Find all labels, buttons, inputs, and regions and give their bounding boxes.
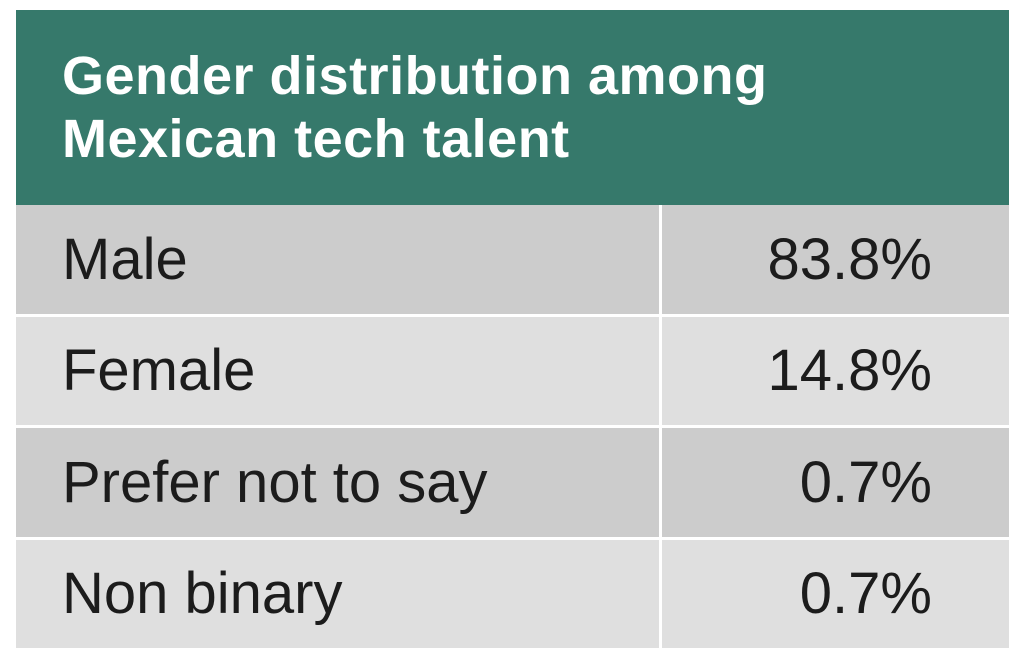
card-header: Gender distribution among Mexican tech t… xyxy=(16,10,1009,205)
row-value: 0.7% xyxy=(659,539,1009,648)
row-value: 14.8% xyxy=(659,316,1009,425)
table-row-prefer-not-to-say: Prefer not to say 0.7% xyxy=(16,428,1009,537)
card-title-line-1: Gender distribution among xyxy=(62,45,768,106)
card-title-line-2: Mexican tech talent xyxy=(62,108,570,169)
row-value: 83.8% xyxy=(659,205,1009,314)
row-label: Female xyxy=(16,316,659,425)
row-label: Non binary xyxy=(16,539,659,648)
table-row-female: Female 14.8% xyxy=(16,316,1009,425)
row-label: Male xyxy=(16,205,659,314)
table-row-non-binary: Non binary 0.7% xyxy=(16,539,1009,648)
row-value: 0.7% xyxy=(659,428,1009,537)
gender-distribution-card: Gender distribution among Mexican tech t… xyxy=(16,10,1009,648)
table-row-male: Male 83.8% xyxy=(16,205,1009,314)
row-label: Prefer not to say xyxy=(16,428,659,537)
gender-table: Male 83.8% Female 14.8% Prefer not to sa… xyxy=(16,205,1009,648)
